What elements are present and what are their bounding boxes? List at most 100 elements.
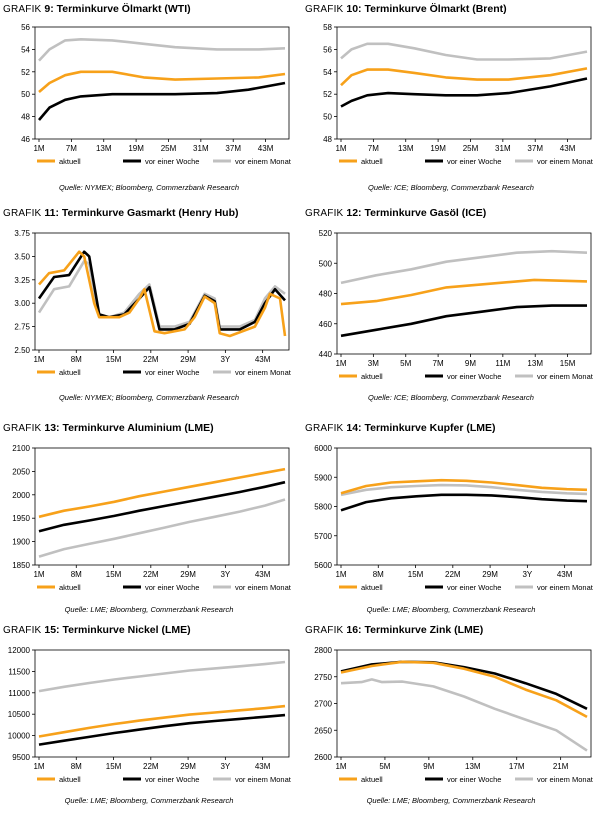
x-tick-label: 8M bbox=[71, 762, 82, 771]
series-line-2 bbox=[38, 81, 286, 121]
series-line-1 bbox=[38, 250, 287, 338]
chart-panel-kupfer: GRAFIK 14: Terminkurve Kupfer (LME) 5600… bbox=[305, 422, 597, 622]
series-line-1 bbox=[340, 660, 588, 719]
legend-label: vor einer Woche bbox=[447, 372, 501, 381]
y-tick-label: 52 bbox=[323, 90, 332, 99]
legend-label: aktuell bbox=[59, 775, 81, 784]
y-tick-label: 10000 bbox=[8, 732, 31, 741]
line-chart: 2600 2650 2700 2750 2800 1M 5M 9M 13M 17M 21M aktue… bbox=[314, 646, 594, 784]
series-line-3 bbox=[340, 249, 588, 285]
legend-label: vor einer Woche bbox=[145, 583, 199, 592]
x-tick-label: 3Y bbox=[522, 570, 532, 579]
legend-label: vor einer Woche bbox=[145, 775, 199, 784]
y-tick-label: 5800 bbox=[314, 503, 332, 512]
chart-source: Quelle: LME; Bloomberg, Commerzbank Rese… bbox=[64, 605, 234, 614]
x-tick-label: 1M bbox=[335, 359, 346, 368]
series-line-1 bbox=[38, 467, 286, 519]
chart-source: Quelle: LME; Bloomberg, Commerzbank Rese… bbox=[366, 605, 536, 614]
x-tick-label: 29M bbox=[180, 762, 196, 771]
x-tick-label: 15M bbox=[106, 762, 122, 771]
x-tick-label: 37M bbox=[225, 144, 241, 153]
legend-label: vor einem Monat bbox=[235, 775, 292, 784]
series-line-1 bbox=[340, 278, 588, 306]
x-tick-label: 13M bbox=[527, 359, 543, 368]
x-tick-label: 3M bbox=[368, 359, 379, 368]
x-tick-label: 15M bbox=[408, 570, 424, 579]
series-line-1 bbox=[38, 70, 286, 93]
plot-area bbox=[336, 232, 592, 355]
y-tick-label: 50 bbox=[21, 90, 30, 99]
x-tick-label: 5M bbox=[379, 762, 390, 771]
series-line-1 bbox=[340, 478, 588, 495]
x-tick-label: 1M bbox=[33, 570, 44, 579]
y-tick-label: 56 bbox=[323, 45, 332, 54]
y-tick-label: 2.50 bbox=[14, 346, 30, 355]
series-line-3 bbox=[38, 660, 286, 693]
y-tick-label: 5600 bbox=[314, 561, 332, 570]
x-tick-label: 1M bbox=[335, 144, 346, 153]
chart-title: GRAFIK 10: Terminkurve Ölmarkt (Brent) bbox=[305, 3, 507, 15]
line-chart: 5600 5700 5800 5900 6000 1M 8M 15M 22M 29M 3Y 43M ak… bbox=[314, 444, 594, 592]
x-tick-label: 19M bbox=[128, 144, 144, 153]
x-tick-label: 29M bbox=[180, 355, 196, 364]
legend-label: vor einer Woche bbox=[447, 157, 501, 166]
series-line-3 bbox=[340, 678, 588, 752]
y-tick-label: 2100 bbox=[12, 444, 30, 453]
y-tick-label: 48 bbox=[323, 135, 332, 144]
y-tick-label: 2600 bbox=[314, 753, 332, 762]
y-tick-label: 500 bbox=[319, 259, 333, 268]
x-tick-label: 1M bbox=[33, 762, 44, 771]
x-tick-label: 43M bbox=[258, 144, 274, 153]
series-line-1 bbox=[38, 704, 286, 738]
plot-area bbox=[34, 26, 290, 140]
x-tick-label: 29M bbox=[180, 570, 196, 579]
series-line-3 bbox=[340, 483, 588, 497]
x-tick-label: 43M bbox=[255, 355, 271, 364]
chart-title: GRAFIK 14: Terminkurve Kupfer (LME) bbox=[305, 422, 496, 434]
x-tick-label: 5M bbox=[400, 359, 411, 368]
y-tick-label: 3.75 bbox=[14, 229, 30, 238]
chart-panel-aluminium: GRAFIK 13: Terminkurve Aluminium (LME) 1… bbox=[3, 422, 295, 622]
y-tick-label: 48 bbox=[21, 113, 30, 122]
chart-source: Quelle: ICE; Bloomberg, Commerzbank Rese… bbox=[368, 393, 534, 402]
y-tick-label: 11500 bbox=[8, 667, 30, 676]
legend-label: vor einer Woche bbox=[145, 368, 199, 377]
chart-source: Quelle: ICE; Bloomberg, Commerzbank Rese… bbox=[368, 183, 534, 192]
x-tick-label: 15M bbox=[106, 570, 122, 579]
x-tick-label: 22M bbox=[445, 570, 461, 579]
x-tick-label: 15M bbox=[560, 359, 576, 368]
legend-label: vor einem Monat bbox=[537, 157, 594, 166]
legend-label: vor einem Monat bbox=[537, 583, 594, 592]
x-tick-label: 37M bbox=[527, 144, 543, 153]
line-chart: 440 460 480 500 520 1M 3M 5M 7M 9M 11M 13M 15M aktuel… bbox=[319, 229, 594, 381]
y-tick-label: 440 bbox=[319, 350, 333, 359]
x-tick-label: 8M bbox=[373, 570, 384, 579]
legend-label: aktuell bbox=[59, 583, 81, 592]
x-tick-label: 13M bbox=[96, 144, 112, 153]
line-chart: 48 50 52 54 56 58 1M 7M 13M 19M 25M 31M 37M 43M aktuel… bbox=[323, 23, 594, 166]
y-tick-label: 2750 bbox=[314, 673, 332, 682]
chart-panel-zink: GRAFIK 16: Terminkurve Zink (LME) 2600 26… bbox=[305, 624, 597, 824]
chart-title: GRAFIK 9: Terminkurve Ölmarkt (WTI) bbox=[3, 3, 191, 15]
legend-label: aktuell bbox=[59, 157, 81, 166]
line-chart: 2.50 2.75 3.00 3.25 3.50 3.75 1M 8M 15M 22M 29M 3Y 4… bbox=[14, 229, 291, 377]
chart-panel-henry-hub: GRAFIK 11: Terminkurve Gasmarkt (Henry H… bbox=[3, 207, 295, 407]
chart-title: GRAFIK 13: Terminkurve Aluminium (LME) bbox=[3, 422, 214, 434]
y-tick-label: 6000 bbox=[314, 444, 332, 453]
line-chart: 1850 1900 1950 2000 2050 2100 1M 8M 15M 22M 29M 3Y 4… bbox=[12, 444, 292, 592]
x-tick-label: 22M bbox=[143, 355, 159, 364]
x-tick-label: 17M bbox=[509, 762, 525, 771]
series-line-2 bbox=[340, 493, 588, 512]
y-tick-label: 1950 bbox=[12, 514, 30, 523]
y-tick-label: 3.00 bbox=[14, 299, 30, 308]
chart-panel-nickel: GRAFIK 15: Terminkurve Nickel (LME) 9500… bbox=[3, 624, 295, 824]
chart-source: Quelle: LME; Bloomberg, Commerzbank Rese… bbox=[64, 796, 234, 805]
legend-label: vor einem Monat bbox=[537, 775, 594, 784]
legend-label: aktuell bbox=[59, 368, 81, 377]
y-tick-label: 520 bbox=[319, 229, 333, 238]
x-tick-label: 15M bbox=[106, 355, 122, 364]
y-tick-label: 2700 bbox=[314, 700, 332, 709]
y-tick-label: 2000 bbox=[12, 491, 30, 500]
y-tick-label: 12000 bbox=[8, 646, 31, 655]
x-tick-label: 8M bbox=[71, 355, 82, 364]
